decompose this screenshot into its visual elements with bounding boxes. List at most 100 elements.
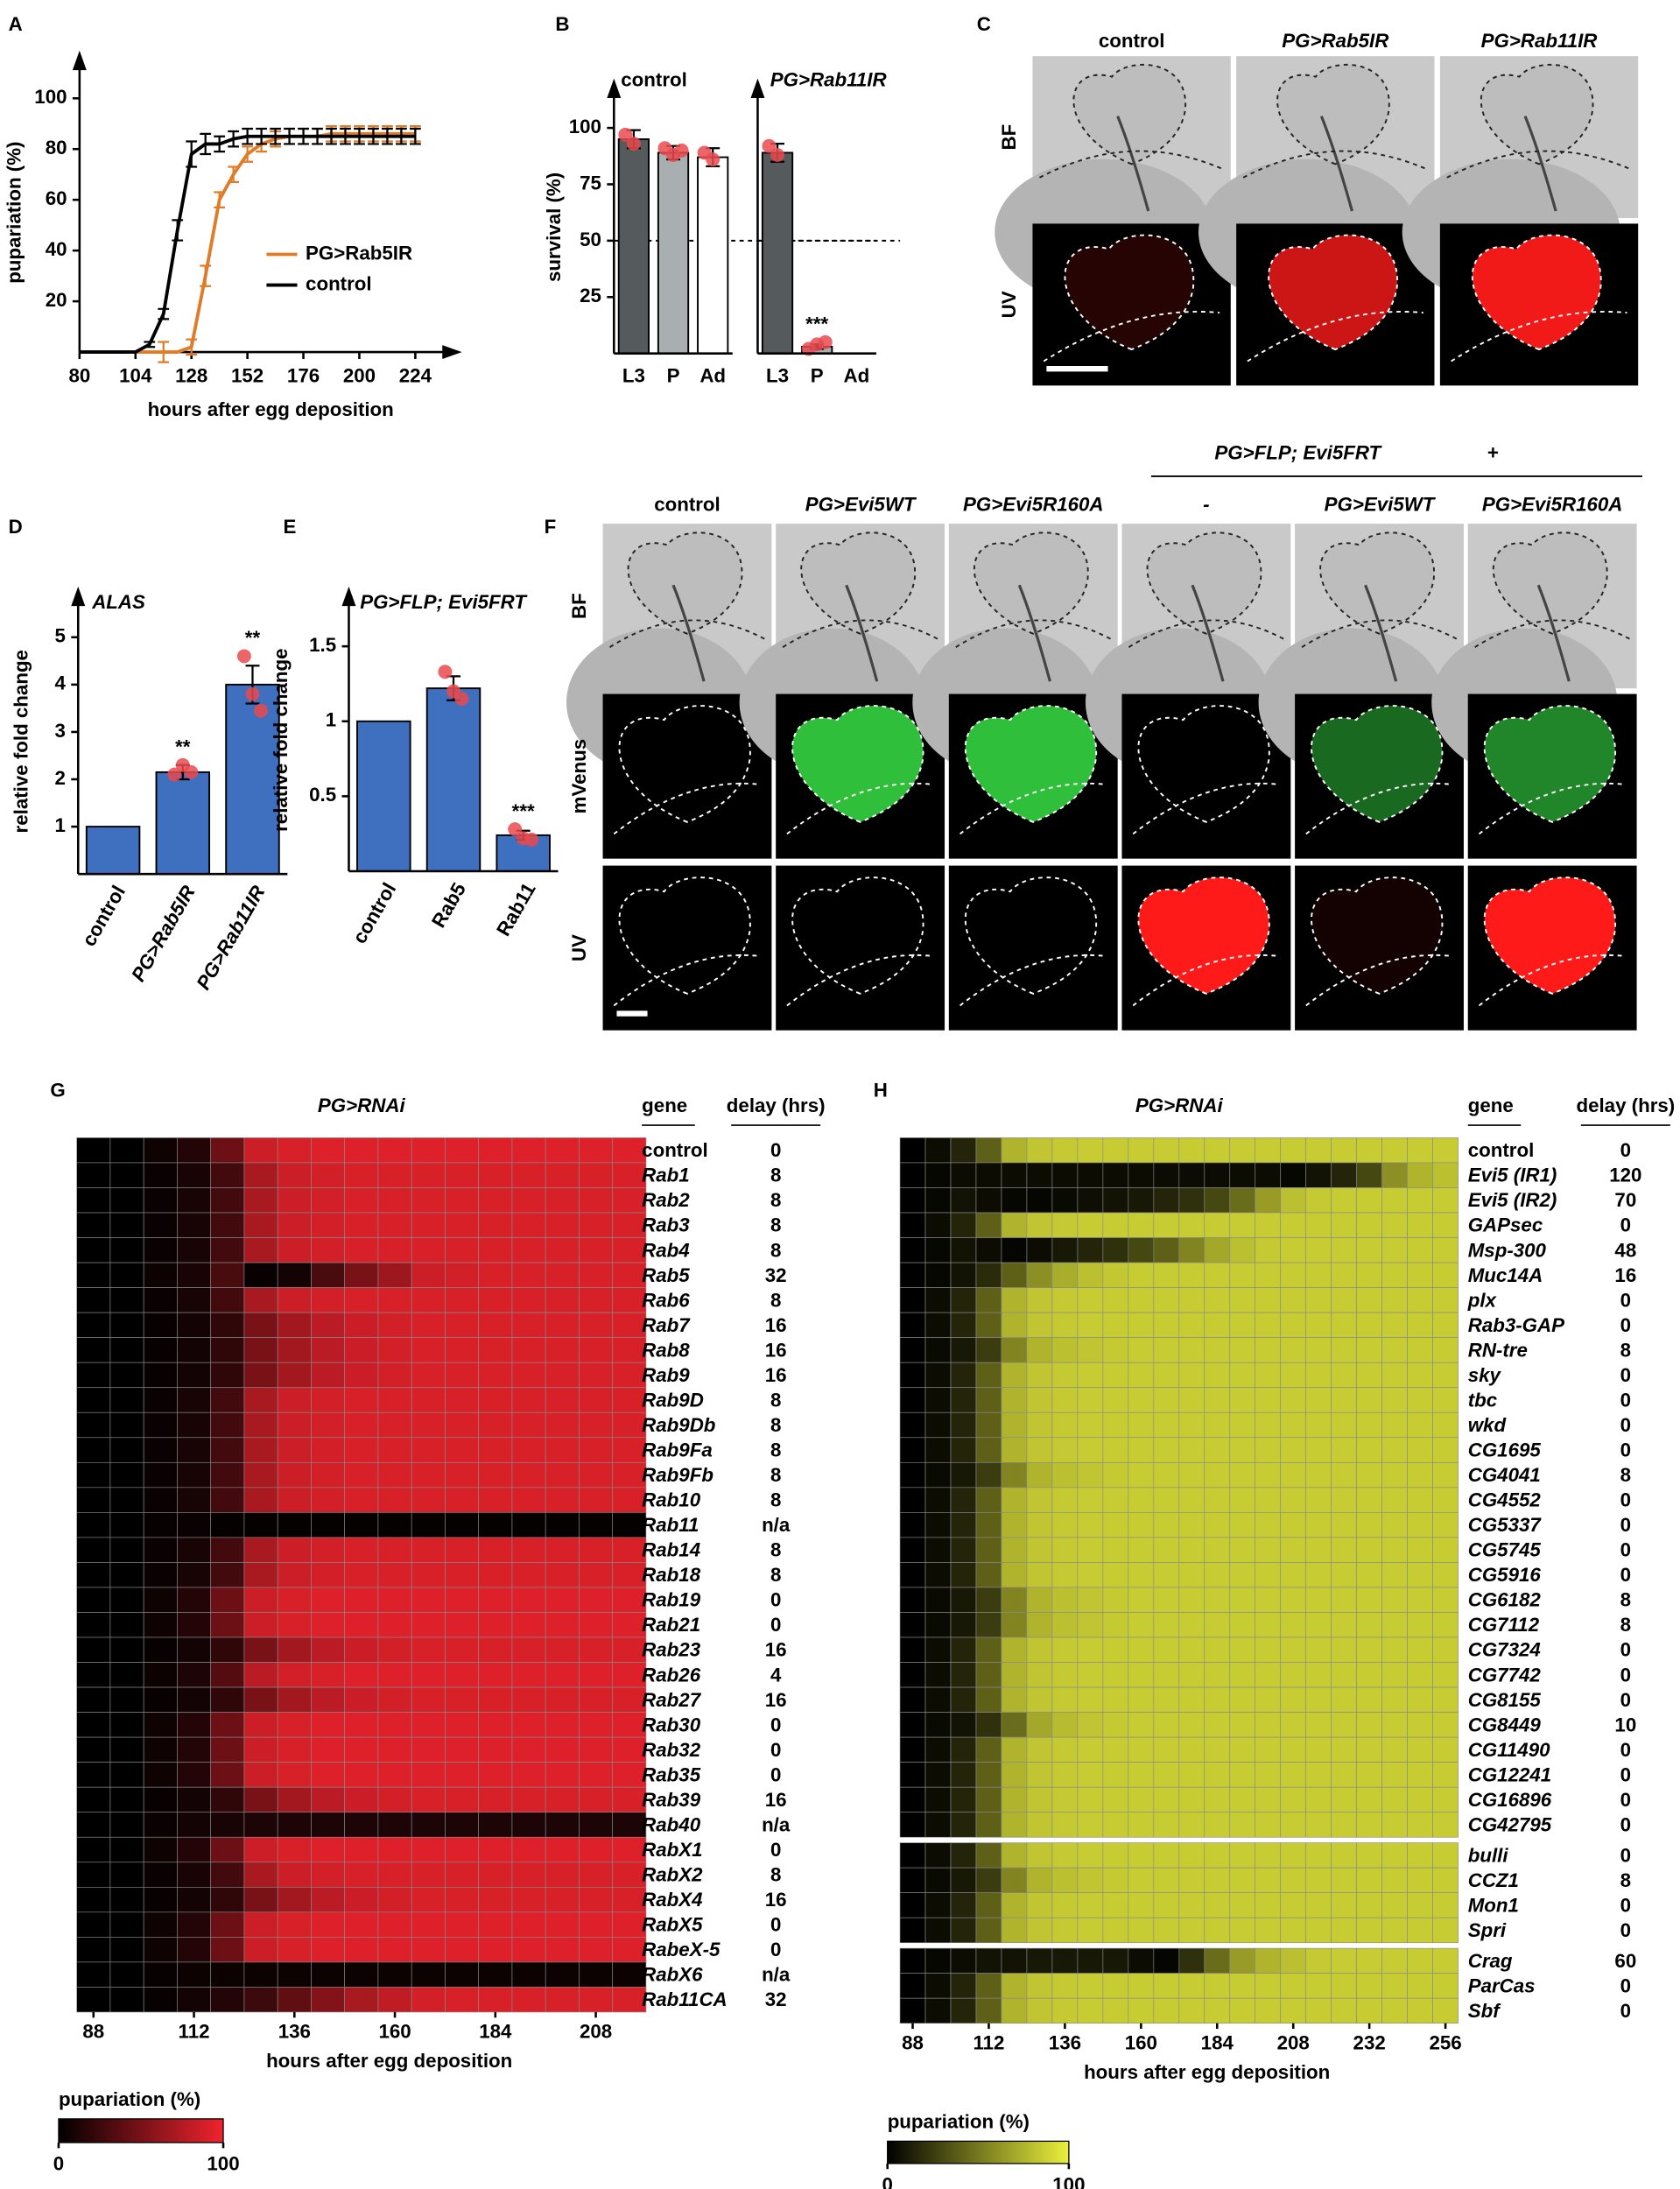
heatmap-cell — [1077, 1512, 1104, 1538]
row-label: Evi5 (IR1) — [1468, 1165, 1557, 1186]
heatmap-cell — [950, 1362, 977, 1389]
trachea — [845, 584, 879, 682]
heatmap-cell — [344, 1362, 379, 1389]
heatmap-cell — [1102, 1842, 1129, 1869]
outline — [613, 782, 761, 835]
heatmap-cell — [177, 1387, 211, 1413]
heatmap-cell — [243, 1411, 278, 1439]
column-header: gene — [642, 1094, 687, 1116]
heatmap-cell — [76, 1786, 111, 1813]
legend-label: PG>Rab5IR — [306, 242, 412, 264]
heatmap-cell — [1356, 1736, 1382, 1763]
heatmap-cell — [177, 1712, 211, 1738]
heatmap-cell — [1381, 1786, 1408, 1813]
row-delay: 8 — [770, 1239, 781, 1261]
heatmap-cell — [579, 1512, 614, 1538]
heatmap-cell — [445, 1237, 480, 1263]
heatmap-cell — [109, 1686, 144, 1713]
heatmap-cell — [1356, 1636, 1382, 1663]
error-bar — [410, 127, 421, 145]
heatmap-cell — [445, 1911, 480, 1938]
heatmap-cell — [1051, 1712, 1079, 1738]
replicate-point — [706, 152, 721, 167]
heatmap-cell — [76, 1686, 111, 1713]
x-tick-label: 208 — [1277, 2032, 1310, 2054]
heatmap-cell — [1051, 1786, 1079, 1813]
bar — [155, 771, 211, 876]
heatmap-cell — [1432, 1662, 1459, 1688]
heatmap-cell — [277, 1362, 312, 1389]
heatmap-cell — [411, 1886, 446, 1913]
heatmap-cell — [1128, 1212, 1155, 1238]
heatmap-cell — [311, 1712, 346, 1738]
heatmap-cell — [511, 1836, 546, 1863]
heatmap-cell — [1305, 1537, 1332, 1563]
heatmap-cell — [950, 1137, 977, 1164]
heatmap-cell — [277, 1987, 312, 2013]
heatmap-cell — [975, 1762, 1002, 1788]
row-label: CG11490 — [1468, 1739, 1550, 1761]
heatmap-cell — [411, 1487, 446, 1513]
heatmap-cell — [277, 1862, 312, 1888]
heatmap-cell — [579, 1162, 614, 1188]
heatmap-cell — [1255, 1487, 1282, 1513]
heatmap-cell — [311, 1337, 346, 1363]
heatmap-cell — [545, 1437, 580, 1463]
heatmap-cell — [950, 1712, 977, 1738]
error-bar — [326, 127, 337, 145]
heatmap-cell — [445, 1587, 480, 1613]
heatmap-cell — [1204, 1947, 1231, 1974]
heatmap-cell — [177, 1812, 211, 1838]
y-tick-label: 25 — [580, 285, 601, 306]
heatmap-cell — [1229, 1786, 1256, 1813]
column-header: delay (hrs) — [727, 1094, 826, 1116]
heatmap-cell — [210, 1662, 245, 1688]
heatmap-cell — [1432, 1786, 1459, 1813]
row-label: Rab6 — [642, 1289, 690, 1311]
error-bar — [214, 135, 226, 153]
heatmap-cell — [109, 1862, 144, 1888]
heatmap-cell — [1077, 1736, 1104, 1763]
heatmap-cell — [377, 1537, 412, 1563]
heatmap-cell — [210, 1886, 245, 1913]
heatmap-cell — [344, 1712, 379, 1738]
outline — [609, 619, 765, 648]
heatmap-cell — [1305, 1187, 1332, 1214]
heatmap-cell — [1001, 1786, 1028, 1813]
heatmap-cell — [177, 1461, 211, 1489]
fluorescence — [1311, 877, 1443, 994]
heatmap-cell — [545, 1512, 580, 1538]
heatmap-cell — [950, 1587, 977, 1613]
gland — [1492, 531, 1608, 635]
heatmap-cell — [975, 1162, 1002, 1188]
heatmap-cell — [1381, 1947, 1408, 1974]
heatmap-cell — [1381, 1187, 1408, 1214]
heatmap-cell — [1077, 1362, 1104, 1389]
heatmap-cell — [1077, 1686, 1104, 1713]
heatmap-cell — [1255, 1947, 1282, 1974]
heatmap-cell — [1229, 1312, 1256, 1338]
heatmap-cell — [1407, 1973, 1433, 1999]
replicate-point — [524, 833, 539, 847]
heatmap-cell — [1356, 1762, 1382, 1788]
heatmap-cell — [1128, 1662, 1155, 1688]
heatmap-cell — [1102, 1262, 1129, 1288]
heatmap-cell — [899, 1892, 926, 1918]
heatmap-cell — [177, 1862, 211, 1888]
row-delay: 0 — [1620, 1689, 1631, 1711]
row-label: Rab32 — [642, 1739, 701, 1761]
outline — [955, 619, 1112, 648]
y-tick-label: 75 — [580, 172, 601, 194]
heatmap-cell — [1128, 1461, 1155, 1489]
replicate-point — [438, 665, 453, 679]
row-delay: 8 — [770, 1564, 781, 1586]
heatmap-cell — [377, 1587, 412, 1613]
heatmap-cell — [579, 1461, 614, 1489]
heatmap-cell — [76, 1562, 111, 1588]
heatmap-cell — [210, 1287, 245, 1313]
heatmap-cell — [1305, 1587, 1332, 1613]
heatmap-cell — [612, 1287, 647, 1313]
heatmap-cell — [511, 1812, 546, 1838]
heatmap-cell — [344, 1287, 379, 1313]
heatmap-cell — [1407, 1537, 1433, 1563]
